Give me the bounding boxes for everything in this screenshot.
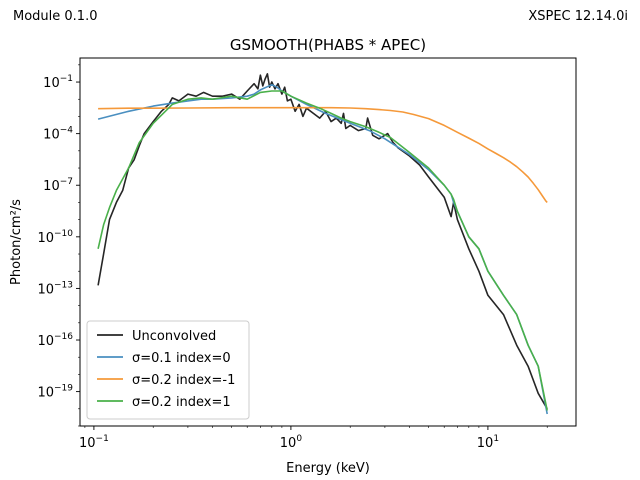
x-axis-ticks: 10−1 100 101 — [79, 426, 548, 451]
legend-label-2: σ=0.2 index=-1 — [132, 373, 235, 388]
legend-label-3: σ=0.2 index=1 — [132, 395, 231, 410]
legend-box — [86, 320, 250, 420]
y-tick-label: 10−19 — [37, 384, 73, 401]
module-version-label: Module 0.1.0 — [13, 9, 98, 24]
y-tick-label: 10−10 — [37, 229, 73, 246]
y-tick-label: 10−13 — [37, 280, 73, 297]
y-tick-label: 10−4 — [43, 126, 73, 143]
x-tick-label: 101 — [477, 434, 499, 451]
x-tick-label: 100 — [280, 434, 303, 451]
plot-area — [79, 57, 577, 427]
y-axis-title: Photon/cm²/s — [9, 199, 24, 285]
legend: Unconvolved σ=0.1 index=0 σ=0.2 index=-1 σ=… — [86, 320, 250, 420]
y-tick-label: 10−7 — [43, 177, 73, 194]
y-tick-label: 10−16 — [37, 332, 73, 349]
legend-label-1: σ=0.1 index=0 — [132, 351, 231, 366]
series-curves — [97, 73, 548, 415]
series-line-3 — [97, 90, 548, 411]
legend-label-0: Unconvolved — [132, 329, 216, 344]
chart-title: GSMOOTH(PHABS * APEC) — [230, 36, 426, 54]
y-axis-ticks: 10−1 10−4 10−7 10−10 10−13 10−16 10−19 — [37, 64, 80, 427]
series-line-0 — [97, 73, 548, 410]
xspec-version-label: XSPEC 12.14.0i — [528, 9, 628, 24]
y-tick-label: 10−1 — [43, 74, 73, 91]
x-tick-label: 10−1 — [79, 434, 109, 451]
x-axis-title: Energy (keV) — [286, 461, 370, 476]
series-line-2 — [98, 106, 548, 203]
